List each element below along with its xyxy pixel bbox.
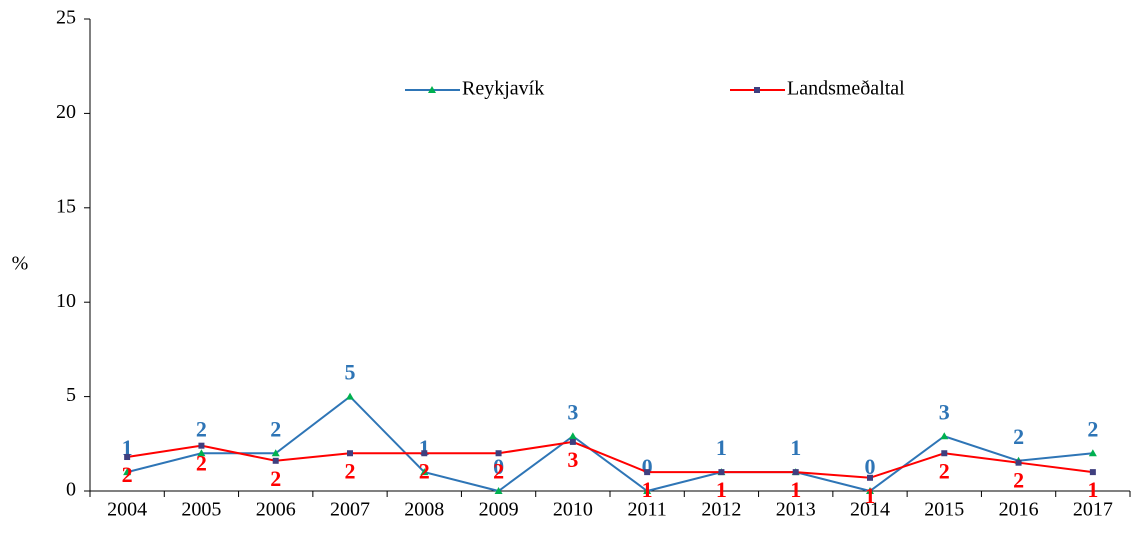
marker <box>1089 469 1096 476</box>
marker <box>197 449 206 457</box>
marker <box>1088 449 1097 457</box>
marker <box>644 469 651 476</box>
data-label: 2 <box>270 416 281 441</box>
marker <box>124 454 131 461</box>
data-label: 0 <box>493 454 504 479</box>
marker <box>347 450 353 457</box>
marker <box>866 487 874 494</box>
data-label: 2 <box>1013 468 1024 493</box>
y-tick-label: 5 <box>66 384 76 406</box>
marker <box>346 392 354 400</box>
marker <box>494 487 503 494</box>
x-tick-label: 2014 <box>850 499 890 521</box>
marker <box>271 449 280 457</box>
marker <box>940 432 949 440</box>
data-label: 2 <box>939 458 950 483</box>
data-label: 2 <box>1087 416 1098 441</box>
data-label: 1 <box>716 435 727 460</box>
data-label: 3 <box>567 447 578 472</box>
line <box>126 440 1093 479</box>
data-label: 2 <box>196 451 207 476</box>
data-label: 2 <box>345 458 356 483</box>
data-label: 2 <box>493 458 504 483</box>
y-tick-label: 15 <box>56 195 76 217</box>
y-tick-label: 25 <box>56 7 76 29</box>
data-label: 1 <box>790 477 801 502</box>
marker <box>1015 459 1022 466</box>
y-axis-label: % <box>12 253 29 275</box>
data-label: 5 <box>345 360 356 385</box>
marker <box>123 468 132 476</box>
data-label: 1 <box>419 435 430 460</box>
x-tick-label: 2004 <box>107 499 147 521</box>
marker <box>272 457 279 464</box>
legend-label: Reykjavík <box>462 78 544 100</box>
marker <box>568 432 577 440</box>
legend-label: Landsmeðaltal <box>787 78 905 100</box>
marker <box>643 487 652 494</box>
data-label: 2 <box>270 466 281 491</box>
data-label: 3 <box>567 399 578 424</box>
data-label: 2 <box>122 462 133 487</box>
x-tick-label: 2015 <box>924 499 964 521</box>
marker <box>941 450 948 457</box>
x-tick-label: 2017 <box>1073 499 1113 521</box>
x-tick-label: 2010 <box>553 499 593 521</box>
data-label: 2 <box>1013 424 1024 449</box>
data-label: 1 <box>790 435 801 460</box>
x-tick-label: 2012 <box>701 499 741 521</box>
x-tick-label: 2006 <box>256 499 296 521</box>
x-tick-label: 2009 <box>479 499 519 521</box>
marker <box>420 468 429 476</box>
x-tick-label: 2007 <box>330 499 370 521</box>
marker <box>718 469 725 476</box>
data-label: 0 <box>865 454 876 479</box>
legend-marker <box>754 87 760 93</box>
marker <box>198 442 205 449</box>
y-tick-label: 10 <box>56 290 76 312</box>
data-label: 1 <box>716 477 727 502</box>
marker <box>421 450 428 457</box>
x-tick-label: 2005 <box>181 499 221 521</box>
x-tick-label: 2013 <box>776 499 816 521</box>
data-label: 1 <box>865 483 876 508</box>
legend-marker <box>428 86 436 93</box>
line <box>126 395 1093 493</box>
data-label: 0 <box>642 454 653 479</box>
marker <box>867 474 873 481</box>
data-label: 2 <box>419 458 430 483</box>
x-tick-label: 2011 <box>628 499 667 521</box>
data-label: 1 <box>122 435 133 460</box>
marker <box>495 450 502 457</box>
y-tick-label: 20 <box>56 101 76 123</box>
marker <box>569 438 576 445</box>
data-label: 1 <box>642 477 653 502</box>
data-label: 1 <box>1087 477 1098 502</box>
data-label: 2 <box>196 416 207 441</box>
marker <box>792 469 799 476</box>
x-tick-label: 2008 <box>404 499 444 521</box>
x-tick-label: 2016 <box>999 499 1039 521</box>
data-label: 3 <box>939 399 950 424</box>
y-tick-label: 0 <box>66 479 76 501</box>
